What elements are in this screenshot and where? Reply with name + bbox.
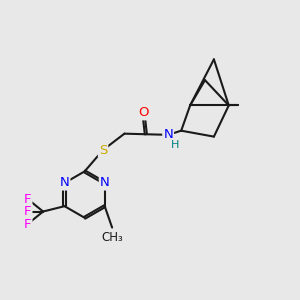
Text: N: N xyxy=(163,128,173,141)
Text: F: F xyxy=(24,205,32,218)
Text: F: F xyxy=(24,218,32,230)
Text: S: S xyxy=(99,143,107,157)
Text: F: F xyxy=(24,193,32,206)
Text: CH₃: CH₃ xyxy=(101,231,123,244)
Text: O: O xyxy=(138,106,149,119)
Text: N: N xyxy=(60,176,69,190)
Text: N: N xyxy=(100,176,110,190)
Text: H: H xyxy=(170,140,179,150)
